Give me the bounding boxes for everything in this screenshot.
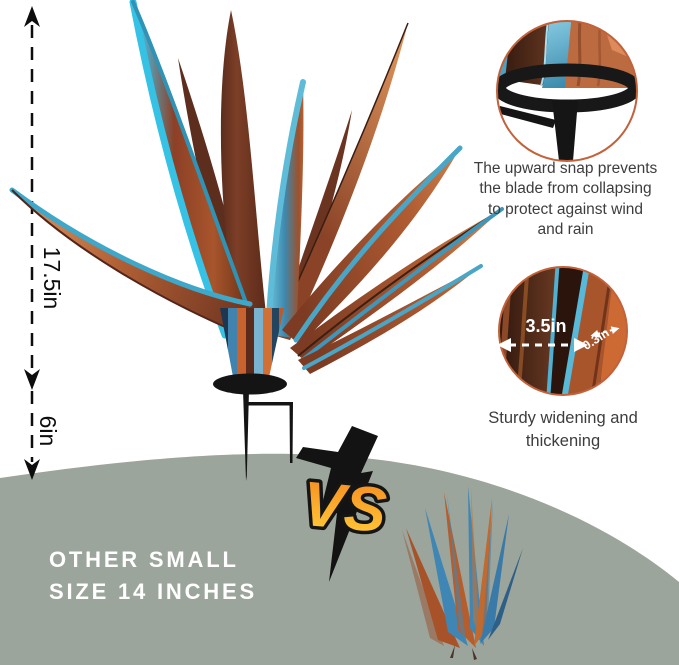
blade-width-arrow [497,338,588,352]
lightning-bolt-icon [296,426,378,582]
callout-middle-line: thickening [525,431,601,450]
callout-middle-text: Sturdy widening and thickening [455,407,671,452]
callout-top-circle [496,20,638,162]
stake-leg [289,402,293,463]
main-agave-sculpture [9,0,504,481]
base-ring [213,373,287,395]
callout-middle-line: Sturdy widening and [488,409,638,427]
height-measurement [24,6,40,480]
blade-thickness-arrow [590,326,620,338]
stake-depth-label: 6in [35,416,61,447]
agave-leaf [268,82,304,338]
callout-middle-circle [497,266,628,396]
callout-top-line: and rain [537,221,594,239]
callout-top-line: the blade from collapsing [479,180,652,198]
callout-top-line: The upward snap prevents [473,160,658,177]
callout-top-text: The upward snap prevents the blade from … [452,159,679,241]
comparison-caption-line: SIZE 14 INCHES [49,579,257,604]
small-agave-sculpture [402,486,523,660]
agave-leaf [133,2,256,335]
vs-label: VS [299,469,389,546]
stake-crossbar [246,402,292,406]
callout-top-line: to protect against wind [487,200,644,218]
height-label: 17.5in [39,247,65,310]
arrow-down-icon [24,369,40,390]
comparison-caption-line: OTHER SMALL [49,547,239,572]
stake-rod [243,390,249,481]
arrow-up-icon [24,6,40,27]
comparison-caption: OTHER SMALL SIZE 14 INCHES [49,544,257,608]
blade-width-label: 3.5in [525,316,567,336]
agave-leaf [220,10,268,332]
ground-mound [0,453,679,665]
arrow-down-icon [24,459,40,480]
